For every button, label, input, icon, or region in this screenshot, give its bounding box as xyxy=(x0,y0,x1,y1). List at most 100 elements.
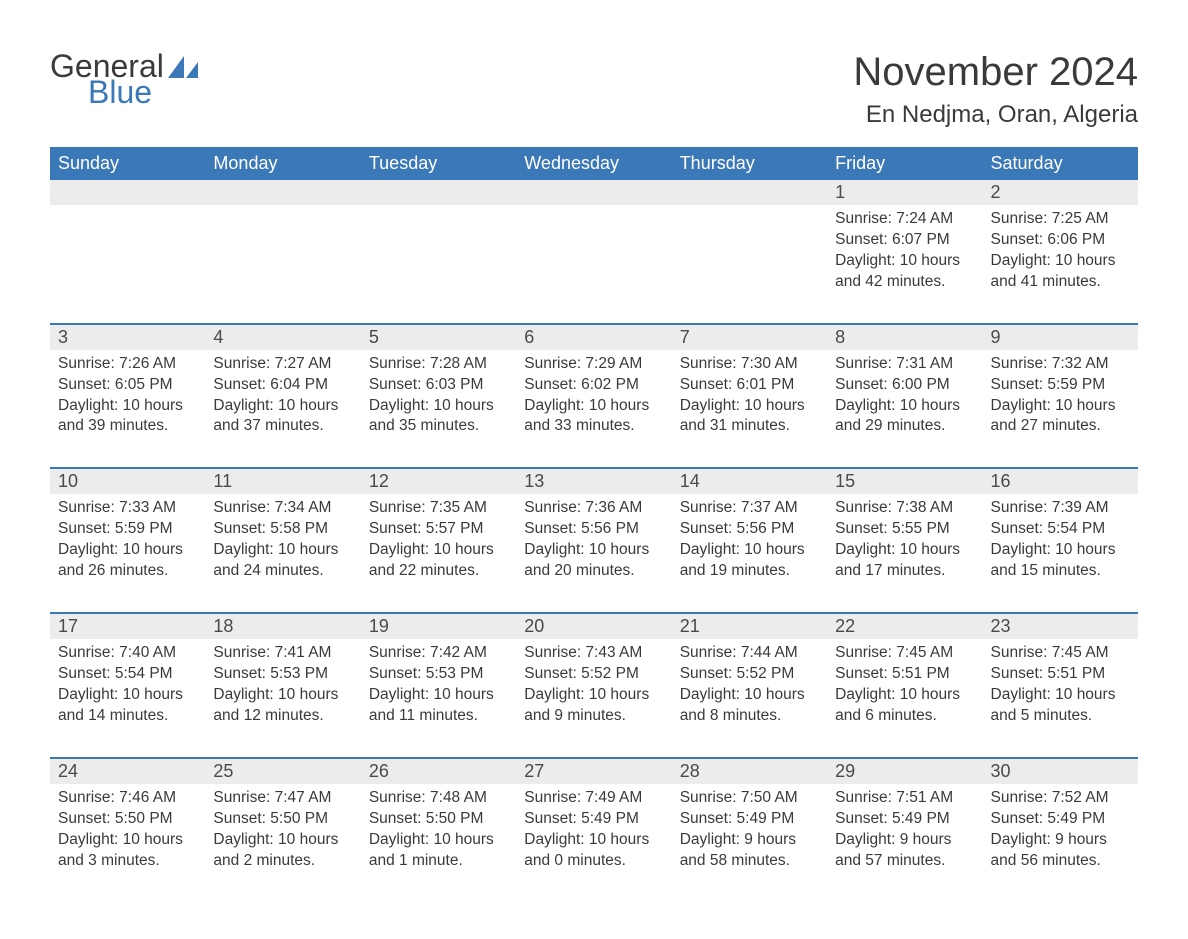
day-detail: Sunrise: 7:43 AMSunset: 5:52 PMDaylight:… xyxy=(516,639,671,758)
day-detail xyxy=(205,205,360,324)
day-number: 14 xyxy=(672,469,827,494)
sunrise-text: Sunrise: 7:30 AM xyxy=(680,354,819,375)
sunset-text: Sunset: 5:50 PM xyxy=(369,809,508,830)
day-number: 16 xyxy=(983,469,1138,494)
col-friday: Friday xyxy=(827,147,982,180)
day-detail xyxy=(361,205,516,324)
day-detail: Sunrise: 7:45 AMSunset: 5:51 PMDaylight:… xyxy=(827,639,982,758)
daylight-text: Daylight: 10 hours and 1 minute. xyxy=(369,830,508,872)
day-number xyxy=(516,180,671,205)
day-detail: Sunrise: 7:49 AMSunset: 5:49 PMDaylight:… xyxy=(516,784,671,880)
day-number: 5 xyxy=(361,325,516,350)
day-number-row: 24252627282930 xyxy=(50,759,1138,784)
day-detail: Sunrise: 7:27 AMSunset: 6:04 PMDaylight:… xyxy=(205,350,360,469)
day-number: 10 xyxy=(50,469,205,494)
daylight-text: Daylight: 10 hours and 5 minutes. xyxy=(991,685,1130,727)
brand-text: General Blue xyxy=(50,50,164,108)
daylight-text: Daylight: 10 hours and 41 minutes. xyxy=(991,251,1130,293)
day-detail-row: Sunrise: 7:24 AMSunset: 6:07 PMDaylight:… xyxy=(50,205,1138,324)
day-detail: Sunrise: 7:48 AMSunset: 5:50 PMDaylight:… xyxy=(361,784,516,880)
day-number: 8 xyxy=(827,325,982,350)
day-detail: Sunrise: 7:25 AMSunset: 6:06 PMDaylight:… xyxy=(983,205,1138,324)
title-block: November 2024 En Nedjma, Oran, Algeria xyxy=(853,50,1138,129)
sunset-text: Sunset: 6:02 PM xyxy=(524,375,663,396)
daylight-text: Daylight: 10 hours and 12 minutes. xyxy=(213,685,352,727)
sunset-text: Sunset: 6:01 PM xyxy=(680,375,819,396)
sunset-text: Sunset: 5:54 PM xyxy=(991,519,1130,540)
day-number: 17 xyxy=(50,614,205,639)
daylight-text: Daylight: 9 hours and 58 minutes. xyxy=(680,830,819,872)
sunrise-text: Sunrise: 7:50 AM xyxy=(680,788,819,809)
day-detail: Sunrise: 7:34 AMSunset: 5:58 PMDaylight:… xyxy=(205,494,360,613)
day-number: 30 xyxy=(983,759,1138,784)
day-detail: Sunrise: 7:51 AMSunset: 5:49 PMDaylight:… xyxy=(827,784,982,880)
daylight-text: Daylight: 10 hours and 26 minutes. xyxy=(58,540,197,582)
sunrise-text: Sunrise: 7:40 AM xyxy=(58,643,197,664)
sunrise-text: Sunrise: 7:36 AM xyxy=(524,498,663,519)
day-number-row: 3456789 xyxy=(50,325,1138,350)
sunrise-text: Sunrise: 7:34 AM xyxy=(213,498,352,519)
day-number: 21 xyxy=(672,614,827,639)
calendar-table: Sunday Monday Tuesday Wednesday Thursday… xyxy=(50,147,1138,879)
day-number xyxy=(205,180,360,205)
sunrise-text: Sunrise: 7:48 AM xyxy=(369,788,508,809)
sunset-text: Sunset: 6:07 PM xyxy=(835,230,974,251)
day-detail: Sunrise: 7:37 AMSunset: 5:56 PMDaylight:… xyxy=(672,494,827,613)
sunset-text: Sunset: 5:53 PM xyxy=(213,664,352,685)
sunset-text: Sunset: 5:53 PM xyxy=(369,664,508,685)
sunset-text: Sunset: 5:49 PM xyxy=(524,809,663,830)
sunset-text: Sunset: 5:49 PM xyxy=(680,809,819,830)
day-detail-row: Sunrise: 7:26 AMSunset: 6:05 PMDaylight:… xyxy=(50,350,1138,469)
day-detail: Sunrise: 7:45 AMSunset: 5:51 PMDaylight:… xyxy=(983,639,1138,758)
sunrise-text: Sunrise: 7:32 AM xyxy=(991,354,1130,375)
sunset-text: Sunset: 5:49 PM xyxy=(835,809,974,830)
daylight-text: Daylight: 10 hours and 33 minutes. xyxy=(524,396,663,438)
day-detail: Sunrise: 7:38 AMSunset: 5:55 PMDaylight:… xyxy=(827,494,982,613)
daylight-text: Daylight: 10 hours and 8 minutes. xyxy=(680,685,819,727)
day-number: 1 xyxy=(827,180,982,205)
day-detail-row: Sunrise: 7:46 AMSunset: 5:50 PMDaylight:… xyxy=(50,784,1138,880)
day-number: 13 xyxy=(516,469,671,494)
day-number: 27 xyxy=(516,759,671,784)
sunset-text: Sunset: 5:50 PM xyxy=(58,809,197,830)
sunrise-text: Sunrise: 7:31 AM xyxy=(835,354,974,375)
col-sunday: Sunday xyxy=(50,147,205,180)
day-number: 9 xyxy=(983,325,1138,350)
sunset-text: Sunset: 6:00 PM xyxy=(835,375,974,396)
day-detail xyxy=(50,205,205,324)
sunrise-text: Sunrise: 7:29 AM xyxy=(524,354,663,375)
day-number: 3 xyxy=(50,325,205,350)
sunrise-text: Sunrise: 7:45 AM xyxy=(991,643,1130,664)
sunrise-text: Sunrise: 7:27 AM xyxy=(213,354,352,375)
sunset-text: Sunset: 5:49 PM xyxy=(991,809,1130,830)
daylight-text: Daylight: 10 hours and 15 minutes. xyxy=(991,540,1130,582)
daylight-text: Daylight: 10 hours and 31 minutes. xyxy=(680,396,819,438)
day-detail: Sunrise: 7:28 AMSunset: 6:03 PMDaylight:… xyxy=(361,350,516,469)
sunset-text: Sunset: 5:59 PM xyxy=(58,519,197,540)
day-detail: Sunrise: 7:44 AMSunset: 5:52 PMDaylight:… xyxy=(672,639,827,758)
sunset-text: Sunset: 5:51 PM xyxy=(835,664,974,685)
day-number: 18 xyxy=(205,614,360,639)
day-number-row: 17181920212223 xyxy=(50,614,1138,639)
day-detail: Sunrise: 7:40 AMSunset: 5:54 PMDaylight:… xyxy=(50,639,205,758)
title-month: November 2024 xyxy=(853,50,1138,95)
daylight-text: Daylight: 10 hours and 6 minutes. xyxy=(835,685,974,727)
daylight-text: Daylight: 10 hours and 37 minutes. xyxy=(213,396,352,438)
sunset-text: Sunset: 5:52 PM xyxy=(680,664,819,685)
day-number: 11 xyxy=(205,469,360,494)
sunset-text: Sunset: 5:50 PM xyxy=(213,809,352,830)
daylight-text: Daylight: 10 hours and 27 minutes. xyxy=(991,396,1130,438)
col-wednesday: Wednesday xyxy=(516,147,671,180)
day-header-row: Sunday Monday Tuesday Wednesday Thursday… xyxy=(50,147,1138,180)
day-number xyxy=(672,180,827,205)
sunrise-text: Sunrise: 7:46 AM xyxy=(58,788,197,809)
day-number: 6 xyxy=(516,325,671,350)
daylight-text: Daylight: 10 hours and 3 minutes. xyxy=(58,830,197,872)
sunset-text: Sunset: 5:56 PM xyxy=(680,519,819,540)
sunrise-text: Sunrise: 7:38 AM xyxy=(835,498,974,519)
sunset-text: Sunset: 6:03 PM xyxy=(369,375,508,396)
sunset-text: Sunset: 5:55 PM xyxy=(835,519,974,540)
brand-sail-icon xyxy=(168,54,202,85)
day-detail: Sunrise: 7:33 AMSunset: 5:59 PMDaylight:… xyxy=(50,494,205,613)
day-detail xyxy=(516,205,671,324)
